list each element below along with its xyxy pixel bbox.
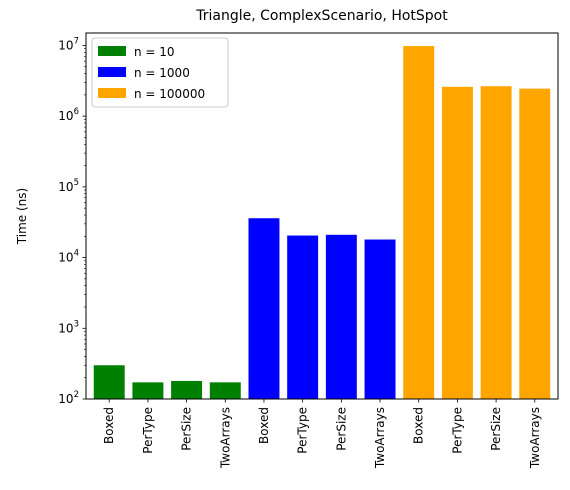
- legend: n = 10 n = 1000 n = 100000: [91, 37, 229, 108]
- bar-twoarrays-series-3: [519, 88, 551, 400]
- x-tick-label: PerSize: [489, 407, 503, 451]
- bar-persize-series-3: [480, 86, 512, 399]
- x-tick-label: PerType: [141, 407, 155, 454]
- y-tick-label: 107: [58, 36, 79, 52]
- y-tick-label: 103: [58, 319, 79, 335]
- x-tick-label: Boxed: [257, 407, 271, 444]
- legend-swatch: [98, 46, 126, 56]
- y-tick-label: 105: [58, 178, 79, 194]
- bar-twoarrays-series-1: [209, 382, 241, 399]
- bar-boxed-series-3: [403, 46, 435, 399]
- x-tick-label: PerSize: [180, 407, 194, 451]
- bar-boxed-series-1: [93, 365, 125, 399]
- bars: [93, 46, 551, 400]
- chart-title: Triangle, ComplexScenario, HotSpot: [195, 8, 448, 24]
- x-tick-label: PerType: [296, 407, 310, 454]
- x-tick-label: PerSize: [334, 407, 348, 451]
- legend-swatch: [98, 88, 126, 98]
- x-tick-label: PerType: [450, 407, 464, 454]
- legend-swatch: [98, 67, 126, 77]
- x-tick-label: TwoArrays: [528, 407, 542, 469]
- bar-pertype-series-1: [132, 382, 164, 399]
- plot-frame: [85, 32, 559, 400]
- x-tick-label: Boxed: [412, 407, 426, 444]
- bar-twoarrays-series-2: [364, 239, 396, 399]
- legend-entry: n = 10: [134, 45, 175, 59]
- x-axis-ticks: Boxed PerType PerSize TwoArrays Boxed PerType…: [102, 399, 542, 469]
- bar-persize-series-2: [325, 234, 357, 399]
- legend-entry: n = 1000: [134, 66, 190, 80]
- x-tick-label: TwoArrays: [218, 407, 232, 469]
- bar-pertype-series-2: [287, 235, 319, 399]
- bar-boxed-series-2: [248, 218, 280, 399]
- y-axis-ticks: 102 103 104 105 106 107: [58, 36, 86, 406]
- y-axis-label: Time (ns): [15, 188, 29, 245]
- x-tick-label: TwoArrays: [373, 407, 387, 469]
- y-tick-label: 104: [58, 249, 79, 265]
- legend-entry: n = 100000: [134, 87, 205, 101]
- x-tick-label: Boxed: [102, 407, 116, 444]
- bar-pertype-series-3: [441, 86, 473, 399]
- y-tick-label: 106: [58, 107, 79, 123]
- bar-persize-series-1: [171, 380, 203, 399]
- y-tick-label: 102: [58, 390, 79, 406]
